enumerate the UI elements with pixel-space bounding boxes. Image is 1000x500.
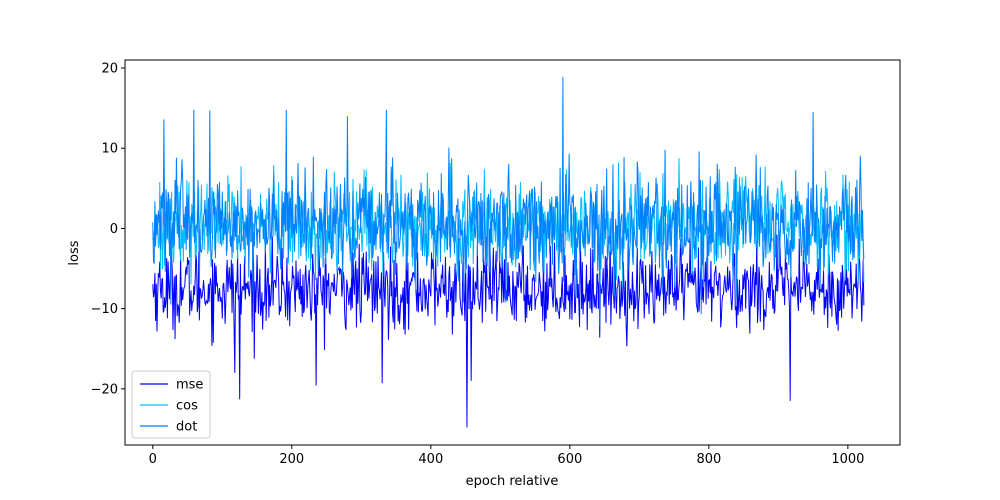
legend-label-cos: cos [176,399,198,414]
x-tick-label: 1000 [831,452,864,467]
series-layer [152,76,865,428]
y-axis: −20 −10 0 10 20 [91,62,125,397]
x-tick-label: 600 [557,452,582,467]
legend-label-mse: mse [176,378,203,393]
x-tick-label: 200 [279,452,304,467]
x-tick-label: 800 [696,452,721,467]
x-tick-label: 0 [149,452,157,467]
legend-box [131,370,211,439]
y-tick-label: −10 [91,302,118,317]
y-axis-label: loss [67,240,82,265]
y-tick-label: 10 [101,142,118,157]
y-tick-label: 20 [101,62,118,77]
legend-label-dot: dot [176,420,197,435]
series-line-dot [152,76,865,327]
series-line-mse [152,228,865,428]
legend: mse cos dot [131,370,211,439]
x-axis: 0 200 400 600 800 1000 [149,445,864,467]
y-tick-label: 0 [110,222,118,237]
y-tick-label: −20 [91,382,118,397]
x-tick-label: 400 [418,452,443,467]
x-axis-label: epoch relative [466,474,559,489]
plot-frame [124,59,901,446]
series-line-cos [152,158,865,294]
